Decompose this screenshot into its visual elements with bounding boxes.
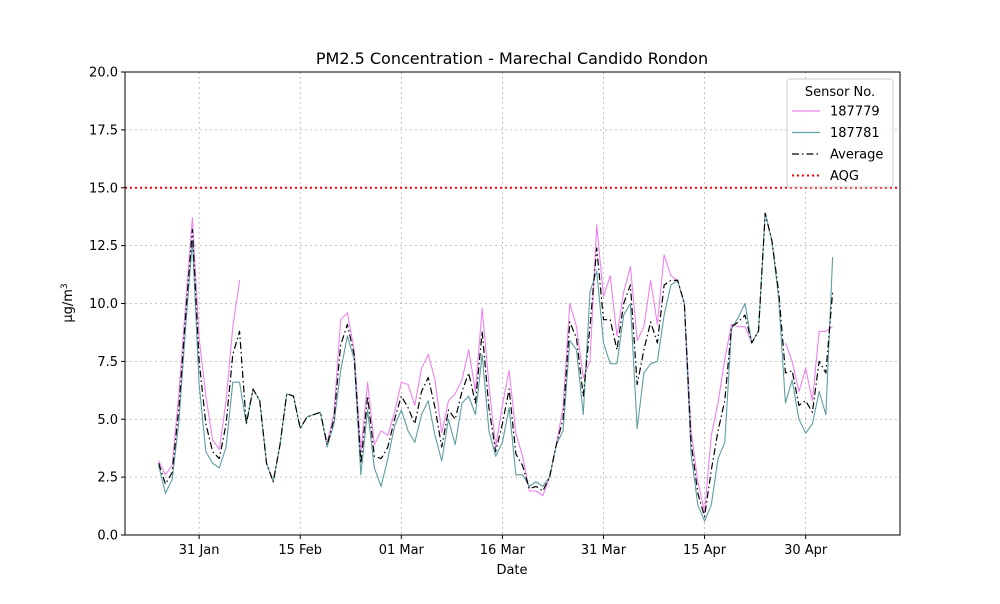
x-axis-ticks: 31 Jan 15 Feb 01 Mar 16 Mar 31 Mar 15 Apr 30 A… (179, 535, 828, 558)
x-axis-label: Date (496, 563, 527, 578)
x-tick-label: 31 Mar (581, 543, 627, 558)
y-axis-label-superscript: 3 (60, 283, 70, 289)
legend-label: 187781 (830, 126, 880, 141)
y-axis-label: µg/m3 (60, 283, 76, 322)
y-tick-label: 7.5 (97, 355, 118, 370)
legend: Sensor No. 187779 187781 Average AQG (786, 78, 894, 188)
y-tick-label: 10.0 (89, 297, 118, 312)
chart-title: PM2.5 Concentration - Marechal Candido R… (316, 49, 708, 68)
y-tick-label: 0.0 (97, 529, 118, 544)
legend-box (786, 78, 894, 188)
x-tick-label: 15 Apr (683, 543, 727, 558)
y-tick-label: 20.0 (89, 66, 118, 81)
x-tick-label: 31 Jan (179, 543, 220, 558)
y-tick-label: 12.5 (89, 239, 118, 254)
series-lines (158, 212, 834, 522)
y-axis-ticks: 0.0 2.5 5.0 7.5 10.0 12.5 15.0 17.5 20.0 (89, 66, 125, 544)
y-tick-label: 17.5 (89, 123, 118, 138)
series-line-average (158, 212, 834, 518)
legend-title: Sensor No. (805, 85, 875, 100)
series-line-187779 (158, 217, 241, 476)
legend-label: 187779 (830, 105, 880, 120)
x-tick-label: 30 Apr (784, 543, 828, 558)
x-tick-label: 16 Mar (480, 543, 526, 558)
y-tick-label: 5.0 (97, 413, 118, 428)
y-tick-label: 2.5 (97, 471, 118, 486)
legend-label: Average (830, 148, 883, 163)
y-tick-label: 15.0 (89, 181, 118, 196)
legend-label: AQG (830, 169, 859, 184)
x-tick-label: 01 Mar (379, 543, 425, 558)
series-line-187779 (784, 326, 833, 402)
x-tick-label: 15 Feb (278, 543, 322, 558)
y-axis-label-main: µg/m (61, 289, 76, 323)
